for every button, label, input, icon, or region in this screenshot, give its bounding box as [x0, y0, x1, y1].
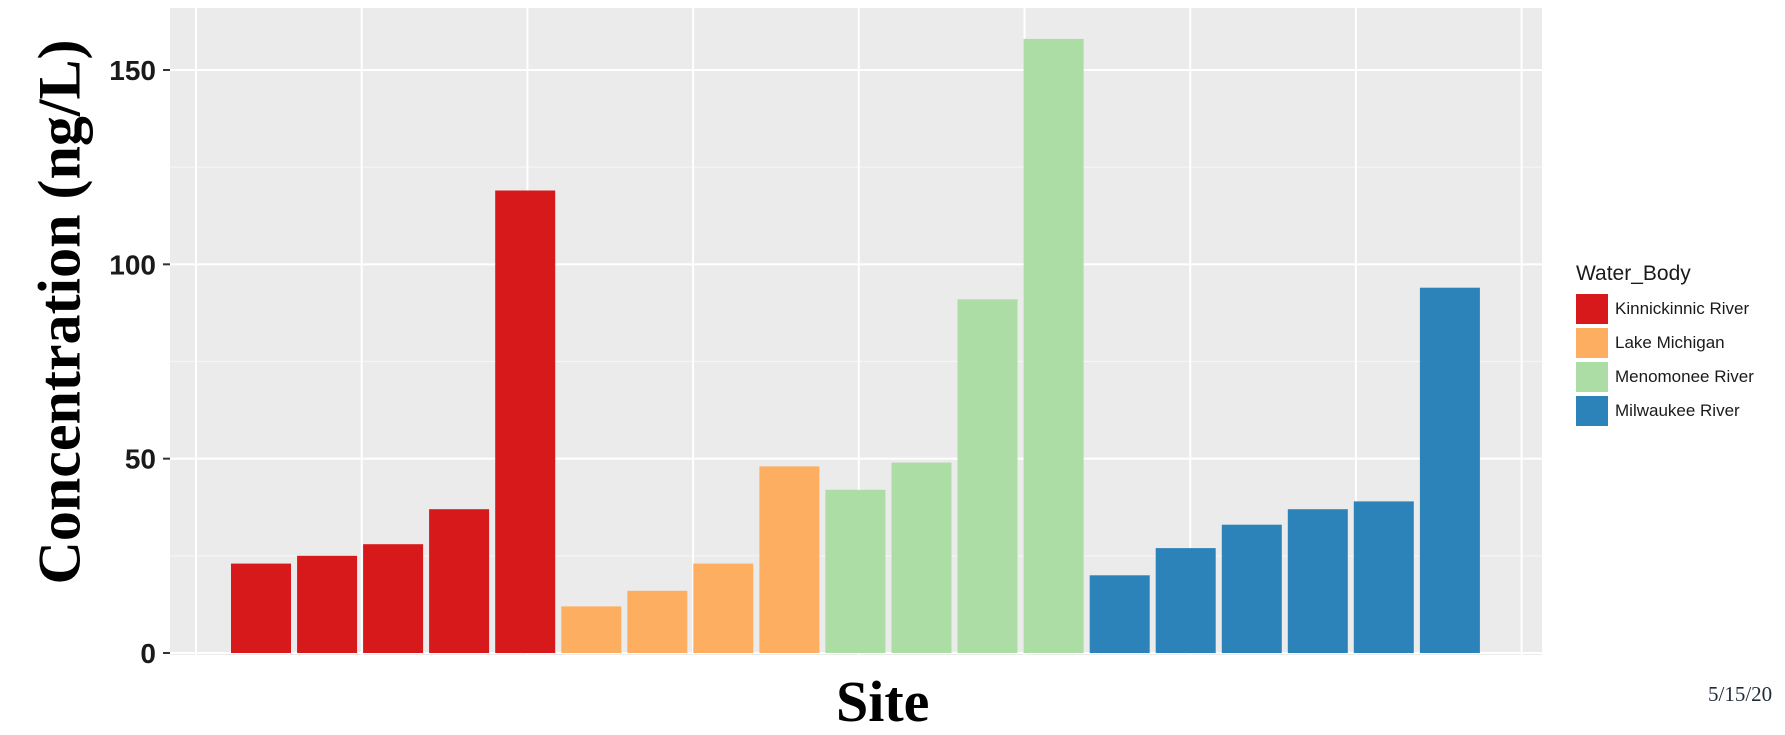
- legend-title: Water_Body: [1576, 262, 1691, 285]
- bar: [825, 489, 886, 653]
- bar: [231, 563, 291, 653]
- bar: [1089, 575, 1150, 653]
- bar: [363, 544, 424, 653]
- bar: [495, 190, 556, 653]
- legend-swatch: [1576, 396, 1608, 426]
- bar: [1353, 501, 1414, 653]
- legend-item: Milwaukee River: [1576, 394, 1754, 428]
- bar: [561, 606, 622, 653]
- bar: [627, 590, 688, 653]
- legend-item: Menomonee River: [1576, 360, 1754, 394]
- bar: [297, 555, 358, 653]
- bars: [231, 38, 1480, 653]
- legend-swatch: [1576, 328, 1608, 358]
- bar: [957, 299, 1018, 653]
- y-axis-title: Concentration (ng/L): [26, 39, 93, 584]
- legend-label: Kinnickinnic River: [1615, 299, 1750, 318]
- bar: [891, 462, 952, 653]
- legend-label: Menomonee River: [1615, 367, 1754, 386]
- legend-label: Milwaukee River: [1615, 401, 1740, 420]
- y-tick-label: 150: [109, 55, 156, 86]
- bar: [429, 509, 490, 653]
- legend-item: Kinnickinnic River: [1576, 292, 1754, 326]
- legend-label: Lake Michigan: [1615, 333, 1725, 352]
- bar: [1221, 524, 1282, 653]
- y-tick-label: 0: [140, 638, 156, 669]
- legend: Water_Body Kinnickinnic River Lake Michig…: [1576, 262, 1754, 428]
- bar: [1419, 287, 1480, 653]
- bar: [1023, 38, 1084, 653]
- legend-item: Lake Michigan: [1576, 326, 1754, 360]
- legend-swatch: [1576, 294, 1608, 324]
- legend-swatch: [1576, 362, 1608, 392]
- y-tick-label: 100: [109, 249, 156, 280]
- x-axis-title: Site: [836, 669, 930, 734]
- date-stamp: 5/15/20: [1708, 682, 1773, 706]
- bar: [1287, 509, 1348, 653]
- bar: [693, 563, 754, 653]
- y-axis: 0 50 100 150: [109, 55, 170, 669]
- bar: [759, 466, 820, 653]
- bar: [1155, 548, 1216, 653]
- y-tick-label: 50: [125, 444, 156, 475]
